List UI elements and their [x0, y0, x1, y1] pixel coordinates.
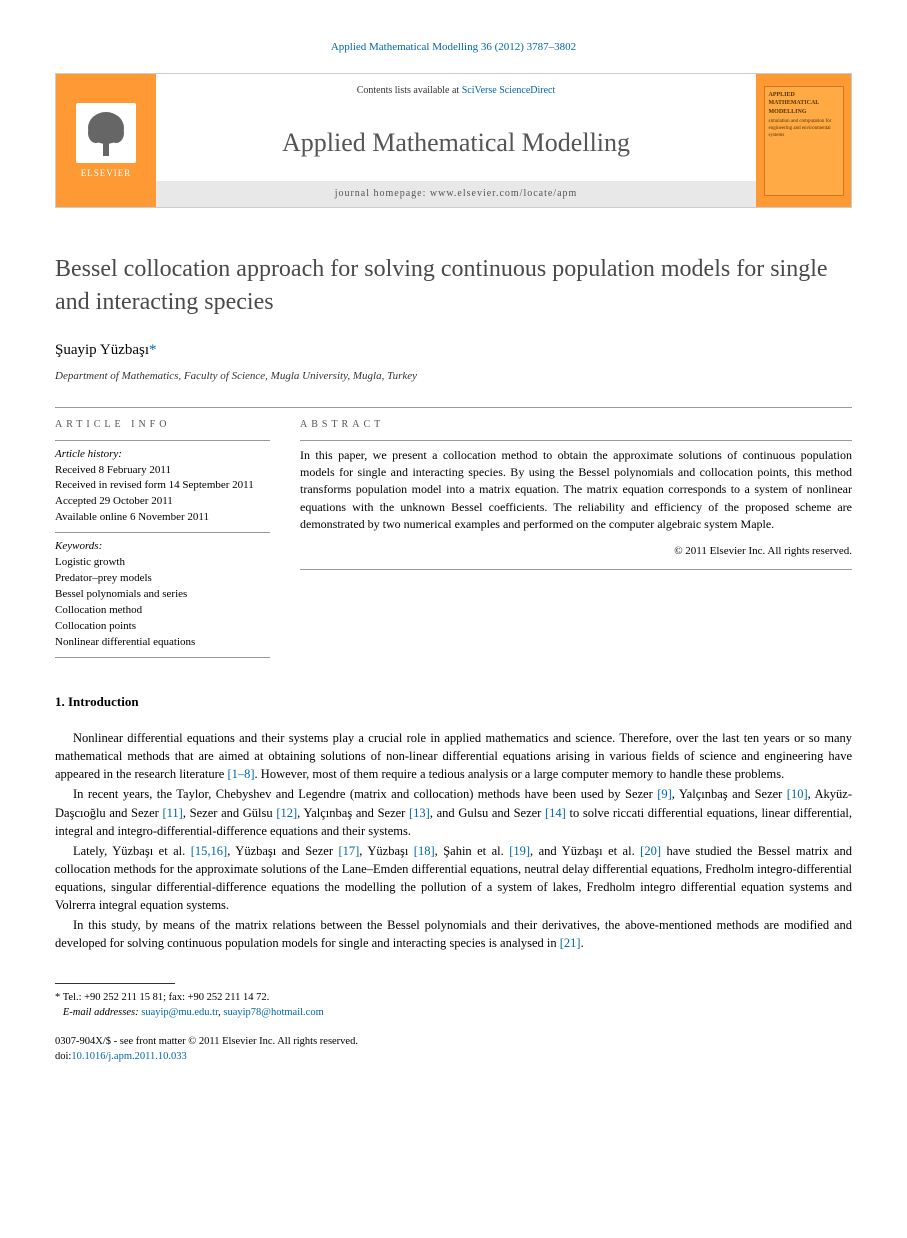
reference-link[interactable]: [10] — [787, 787, 808, 801]
keywords-heading: Keywords: — [55, 539, 270, 555]
cover-title: APPLIED MATHEMATICAL MODELLING — [769, 91, 839, 116]
author-name: Şuayip Yüzbaşı* — [55, 340, 852, 361]
contents-prefix: Contents lists available at — [357, 85, 462, 96]
abstract-copyright: © 2011 Elsevier Inc. All rights reserved… — [300, 544, 852, 559]
abstract-text: In this paper, we present a collocation … — [300, 441, 852, 534]
reference-link[interactable]: [1–8] — [227, 767, 254, 781]
article-title: Bessel collocation approach for solving … — [55, 253, 852, 318]
p3-d: , Şahin et al. — [435, 844, 510, 858]
email-link[interactable]: suayip78@hotmail.com — [223, 1007, 323, 1018]
p3-c: , Yüzbaşı — [359, 844, 414, 858]
elsevier-tree-icon — [76, 103, 136, 163]
reference-link[interactable]: [14] — [545, 806, 566, 820]
email-label: E-mail addresses: — [63, 1007, 141, 1018]
email-link[interactable]: suayip@mu.edu.tr — [141, 1007, 218, 1018]
corresponding-author-footnote: * Tel.: +90 252 211 15 81; fax: +90 252 … — [55, 990, 852, 1022]
author-text: Şuayip Yüzbaşı — [55, 342, 149, 358]
p4-b: . — [581, 936, 584, 950]
reference-link[interactable]: [19] — [509, 844, 530, 858]
reference-link[interactable]: [18] — [414, 844, 435, 858]
reference-link[interactable]: [9] — [657, 787, 672, 801]
journal-cover-block: APPLIED MATHEMATICAL MODELLING simulatio… — [756, 74, 851, 207]
history-revised: Received in revised form 14 September 20… — [55, 478, 270, 494]
intro-paragraph-4: In this study, by means of the matrix re… — [55, 916, 852, 952]
reference-link[interactable]: [17] — [338, 844, 359, 858]
p3-b: , Yüzbaşı and Sezer — [227, 844, 338, 858]
p1-text-b: . However, most of them require a tediou… — [255, 767, 785, 781]
sciencedirect-link[interactable]: SciVerse ScienceDirect — [462, 85, 556, 96]
reference-link[interactable]: [13] — [409, 806, 430, 820]
section-heading-introduction: 1. Introduction — [55, 693, 852, 711]
reference-link[interactable]: [11] — [162, 806, 182, 820]
history-accepted: Accepted 29 October 2011 — [55, 494, 270, 510]
contents-available-line: Contents lists available at SciVerse Sci… — [156, 74, 756, 104]
p2-a: In recent years, the Taylor, Chebyshev a… — [73, 787, 657, 801]
intro-paragraph-2: In recent years, the Taylor, Chebyshev a… — [55, 785, 852, 839]
p2-d: , Sezer and Gülsu — [183, 806, 276, 820]
publisher-logo-block: ELSEVIER — [56, 74, 156, 207]
doi-label: doi: — [55, 1051, 71, 1062]
journal-name: Applied Mathematical Modelling — [156, 125, 756, 161]
article-history-heading: Article history: — [55, 447, 270, 463]
reference-link[interactable]: [12] — [276, 806, 297, 820]
keyword: Collocation points — [55, 619, 270, 635]
p3-a: Lately, Yüzbaşı et al. — [73, 844, 191, 858]
article-info-column: ARTICLE INFO Article history: Received 8… — [55, 408, 270, 658]
footnote-marker: * — [55, 992, 60, 1003]
keyword: Collocation method — [55, 603, 270, 619]
cover-subtitle: simulation and computation for engineeri… — [769, 118, 839, 139]
keyword: Predator–prey models — [55, 571, 270, 587]
intro-paragraph-1: Nonlinear differential equations and the… — [55, 729, 852, 783]
abstract-label: ABSTRACT — [300, 408, 852, 440]
abstract-column: ABSTRACT In this paper, we present a col… — [300, 408, 852, 658]
page-footer-block: 0307-904X/$ - see front matter © 2011 El… — [55, 1035, 852, 1064]
keyword: Bessel polynomials and series — [55, 587, 270, 603]
history-received: Received 8 February 2011 — [55, 463, 270, 479]
p3-e: , and Yüzbaşı et al. — [530, 844, 640, 858]
publisher-name: ELSEVIER — [76, 167, 136, 180]
issn-copyright-line: 0307-904X/$ - see front matter © 2011 El… — [55, 1035, 852, 1050]
journal-banner: ELSEVIER Contents lists available at Sci… — [55, 73, 852, 208]
p2-e: , Yalçınbaş and Sezer — [297, 806, 409, 820]
reference-link[interactable]: [15,16] — [191, 844, 227, 858]
keyword: Nonlinear differential equations — [55, 635, 270, 651]
p2-f: , and Gulsu and Sezer — [430, 806, 545, 820]
journal-homepage-line: journal homepage: www.elsevier.com/locat… — [156, 181, 756, 207]
divider — [55, 657, 270, 658]
p4-a: In this study, by means of the matrix re… — [55, 918, 852, 950]
p2-b: , Yalçınbaş and Sezer — [672, 787, 787, 801]
author-corresponding-marker[interactable]: * — [149, 342, 157, 358]
divider — [300, 569, 852, 570]
header-citation: Applied Mathematical Modelling 36 (2012)… — [55, 40, 852, 55]
reference-link[interactable]: [20] — [640, 844, 661, 858]
history-online: Available online 6 November 2011 — [55, 510, 270, 526]
reference-link[interactable]: [21] — [560, 936, 581, 950]
intro-paragraph-3: Lately, Yüzbaşı et al. [15,16], Yüzbaşı … — [55, 842, 852, 915]
footnote-separator — [55, 983, 175, 984]
footnote-contact: Tel.: +90 252 211 15 81; fax: +90 252 21… — [63, 992, 270, 1003]
doi-link[interactable]: 10.1016/j.apm.2011.10.033 — [71, 1051, 186, 1062]
author-affiliation: Department of Mathematics, Faculty of Sc… — [55, 369, 852, 384]
article-info-label: ARTICLE INFO — [55, 408, 270, 440]
keyword: Logistic growth — [55, 555, 270, 571]
journal-cover-thumb: APPLIED MATHEMATICAL MODELLING simulatio… — [764, 86, 844, 196]
